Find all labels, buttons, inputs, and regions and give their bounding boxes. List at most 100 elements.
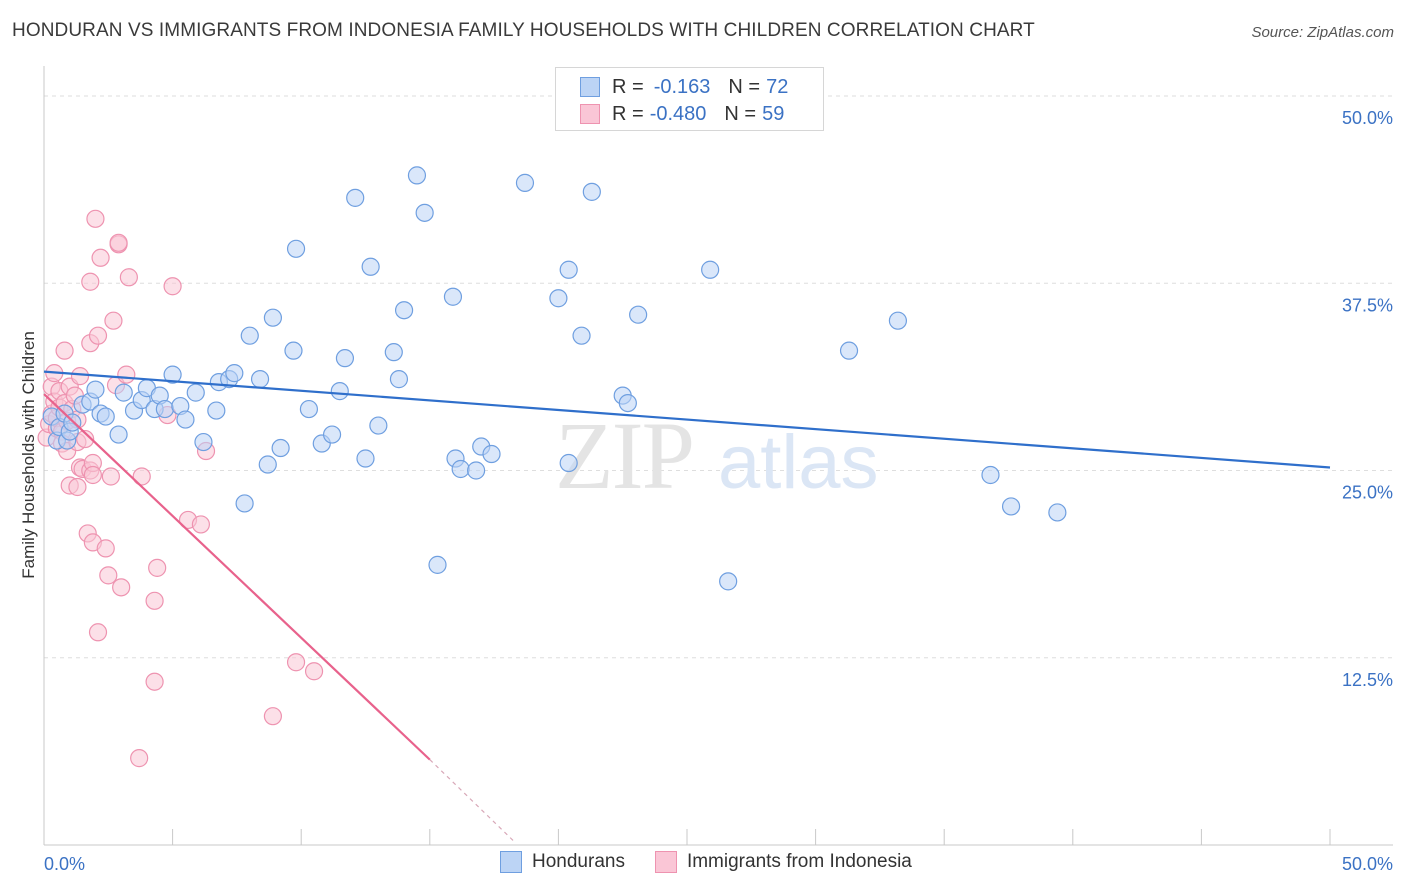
point-hondurans — [110, 426, 127, 443]
point-hondurans — [362, 258, 379, 275]
point-hondurans — [444, 288, 461, 305]
legend-swatch-hondurans — [580, 77, 600, 97]
point-hondurans — [573, 327, 590, 344]
y-tick-label: 12.5% — [1342, 670, 1393, 690]
legend-n-value-indonesia: 59 — [762, 103, 784, 126]
x-tick-label: 50.0% — [1342, 854, 1393, 874]
point-indonesia — [118, 366, 135, 383]
point-indonesia — [84, 466, 101, 483]
point-indonesia — [56, 342, 73, 359]
point-hondurans — [560, 261, 577, 278]
point-hondurans — [324, 426, 341, 443]
legend-row-hondurans: R = -0.163 N = 72 — [580, 75, 788, 99]
point-hondurans — [702, 261, 719, 278]
point-hondurans — [889, 312, 906, 329]
point-indonesia — [90, 624, 107, 641]
point-hondurans — [385, 344, 402, 361]
point-hondurans — [370, 417, 387, 434]
point-hondurans — [1003, 498, 1020, 515]
point-hondurans — [226, 365, 243, 382]
point-hondurans — [177, 411, 194, 428]
point-indonesia — [149, 559, 166, 576]
point-hondurans — [550, 290, 567, 307]
point-indonesia — [306, 663, 323, 680]
watermark: ZIP atlas — [555, 402, 879, 509]
point-indonesia — [92, 249, 109, 266]
point-hondurans — [241, 327, 258, 344]
point-indonesia — [164, 278, 181, 295]
point-hondurans — [236, 495, 253, 512]
point-hondurans — [272, 440, 289, 457]
point-indonesia — [72, 368, 89, 385]
point-hondurans — [483, 446, 500, 463]
point-hondurans — [516, 174, 533, 191]
legend-r-label: R = — [612, 76, 644, 99]
stats-legend: R = -0.163 N = 72 R = -0.480 N = 59 — [555, 67, 824, 131]
legend-n-label: N = — [724, 103, 756, 126]
point-hondurans — [87, 381, 104, 398]
point-hondurans — [560, 455, 577, 472]
point-hondurans — [252, 371, 269, 388]
point-hondurans — [583, 183, 600, 200]
point-hondurans — [619, 395, 636, 412]
point-indonesia — [264, 708, 281, 725]
legend-label-hondurans: Hondurans — [532, 851, 625, 873]
legend-swatch-indonesia — [655, 851, 677, 873]
x-tick-label: 0.0% — [44, 854, 85, 874]
legend-r-label: R = — [612, 103, 644, 126]
legend-n-value-hondurans: 72 — [766, 76, 788, 99]
y-tick-label: 25.0% — [1342, 483, 1393, 503]
point-hondurans — [264, 309, 281, 326]
point-hondurans — [452, 461, 469, 478]
point-hondurans — [390, 371, 407, 388]
point-hondurans — [429, 556, 446, 573]
point-indonesia — [102, 468, 119, 485]
legend-item-indonesia[interactable]: Immigrants from Indonesia — [655, 851, 912, 873]
point-hondurans — [841, 342, 858, 359]
point-indonesia — [146, 592, 163, 609]
point-indonesia — [100, 567, 117, 584]
point-hondurans — [416, 204, 433, 221]
point-indonesia — [97, 540, 114, 557]
point-hondurans — [396, 302, 413, 319]
point-hondurans — [187, 384, 204, 401]
point-indonesia — [90, 327, 107, 344]
point-hondurans — [331, 383, 348, 400]
point-hondurans — [630, 306, 647, 323]
legend-n-label: N = — [728, 76, 760, 99]
point-hondurans — [300, 401, 317, 418]
legend-item-hondurans[interactable]: Hondurans — [500, 851, 625, 873]
y-tick-label: 37.5% — [1342, 295, 1393, 315]
point-hondurans — [208, 402, 225, 419]
point-hondurans — [982, 466, 999, 483]
point-indonesia — [146, 673, 163, 690]
point-indonesia — [131, 750, 148, 767]
trend-line-indonesia-extension — [430, 760, 515, 842]
point-indonesia — [110, 234, 127, 251]
point-hondurans — [408, 167, 425, 184]
legend-label-indonesia: Immigrants from Indonesia — [687, 851, 912, 873]
point-hondurans — [347, 189, 364, 206]
point-indonesia — [288, 654, 305, 671]
point-indonesia — [113, 579, 130, 596]
point-hondurans — [156, 401, 173, 418]
gridlines — [44, 96, 1393, 658]
legend-r-value-hondurans: -0.163 — [654, 76, 711, 99]
point-indonesia — [192, 516, 209, 533]
point-hondurans — [115, 384, 132, 401]
point-indonesia — [82, 273, 99, 290]
point-hondurans — [468, 462, 485, 479]
point-indonesia — [87, 210, 104, 227]
point-hondurans — [97, 408, 114, 425]
y-axis-label: Family Households with Children — [19, 331, 38, 579]
point-hondurans — [1049, 504, 1066, 521]
legend-row-indonesia: R = -0.480 N = 59 — [580, 102, 784, 126]
legend-swatch-indonesia — [580, 104, 600, 124]
point-hondurans — [195, 434, 212, 451]
point-indonesia — [105, 312, 122, 329]
point-hondurans — [285, 342, 302, 359]
series-legend: Hondurans Immigrants from Indonesia — [500, 851, 942, 873]
point-hondurans — [357, 450, 374, 467]
point-indonesia — [120, 269, 137, 286]
data-points — [38, 167, 1066, 767]
